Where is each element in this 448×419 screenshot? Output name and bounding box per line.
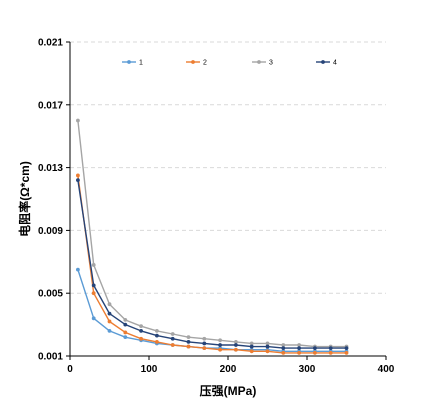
legend-item-1: 1: [122, 60, 143, 67]
data-point: [186, 335, 191, 340]
data-point: [202, 336, 207, 341]
series-line: [77, 175, 347, 354]
data-point: [265, 349, 270, 354]
series-line: [77, 120, 347, 348]
data-point: [313, 350, 317, 355]
data-point: [91, 263, 96, 267]
data-point: [218, 347, 223, 352]
data-point: [155, 339, 159, 344]
y-tick-label: 0.001: [38, 352, 63, 363]
data-point: [139, 336, 144, 341]
data-point: [123, 322, 128, 327]
x-axis-title: 压强(MPa): [200, 384, 257, 398]
data-point: [234, 343, 238, 347]
x-tick-label: 300: [299, 364, 316, 375]
grid-layer: [70, 41, 386, 294]
data-point: [76, 173, 80, 178]
data-point: [218, 338, 223, 343]
data-point: [344, 350, 349, 355]
y-tick-label: 0.017: [38, 100, 63, 111]
data-point: [328, 350, 333, 355]
data-point: [313, 346, 317, 351]
legend-marker: [257, 60, 261, 64]
data-point: [123, 317, 128, 322]
data-point: [107, 311, 112, 316]
data-point: [91, 316, 96, 321]
data-point: [107, 328, 112, 333]
data-point: [265, 341, 270, 346]
data-point: [107, 319, 112, 324]
data-point: [107, 302, 112, 307]
series-1: [76, 267, 349, 354]
data-point: [281, 350, 286, 355]
data-point: [139, 324, 144, 329]
data-point: [202, 341, 207, 346]
data-point: [344, 346, 349, 351]
data-point: [76, 178, 80, 183]
data-point: [297, 343, 301, 347]
data-point: [170, 336, 175, 341]
data-point: [91, 291, 96, 296]
data-point: [328, 346, 333, 351]
data-point: [281, 346, 286, 351]
legend-label: 3: [269, 60, 273, 67]
legend-marker: [127, 60, 131, 64]
data-point: [186, 344, 191, 349]
data-point: [76, 267, 80, 272]
data-point: [297, 346, 301, 351]
legend-label: 4: [333, 60, 337, 67]
data-point: [297, 350, 301, 355]
series-line: [77, 180, 347, 349]
data-point: [234, 339, 238, 344]
legend-marker: [321, 60, 325, 64]
y-axis-title: 电阻率(Ω*cm): [17, 161, 32, 237]
legend-item-4: 4: [316, 60, 337, 67]
x-tick-label: 100: [141, 364, 158, 375]
data-point: [281, 343, 286, 347]
series-line: [77, 269, 347, 352]
data-point: [91, 283, 96, 288]
legend-label: 2: [203, 60, 207, 67]
legend-item-2: 2: [186, 60, 207, 67]
x-tick-label: 200: [220, 364, 237, 375]
legend: 1 2 3 4: [122, 60, 337, 67]
data-point: [249, 344, 254, 349]
x-tick-label: 0: [67, 364, 73, 375]
y-tick-label: 0.009: [38, 226, 63, 237]
data-point: [170, 343, 175, 347]
data-point: [218, 343, 223, 347]
axes-layer: 0.001 0.005 0.009 0.013 0.017 0.021 0 100 200 300…: [38, 38, 395, 376]
data-point: [139, 328, 144, 333]
data-point: [123, 330, 128, 335]
series-3: [76, 118, 349, 349]
data-point: [202, 346, 207, 351]
legend-item-3: 3: [252, 60, 273, 67]
x-tick-label: 400: [378, 364, 395, 375]
y-tick-label: 0.021: [38, 38, 63, 49]
legend-marker: [191, 60, 195, 64]
data-point: [76, 118, 80, 123]
data-point: [170, 332, 175, 336]
data-point: [234, 347, 238, 352]
series-layer: [76, 118, 349, 355]
series-2: [76, 173, 349, 355]
data-point: [155, 328, 159, 333]
data-point: [249, 349, 254, 354]
data-point: [155, 333, 159, 338]
data-point: [123, 335, 128, 340]
series-4: [76, 178, 349, 351]
data-point: [265, 344, 270, 349]
legend-label: 1: [139, 60, 143, 67]
y-tick-label: 0.013: [38, 163, 63, 174]
data-point: [186, 339, 191, 344]
data-point: [249, 341, 254, 346]
y-tick-label: 0.005: [38, 289, 63, 300]
